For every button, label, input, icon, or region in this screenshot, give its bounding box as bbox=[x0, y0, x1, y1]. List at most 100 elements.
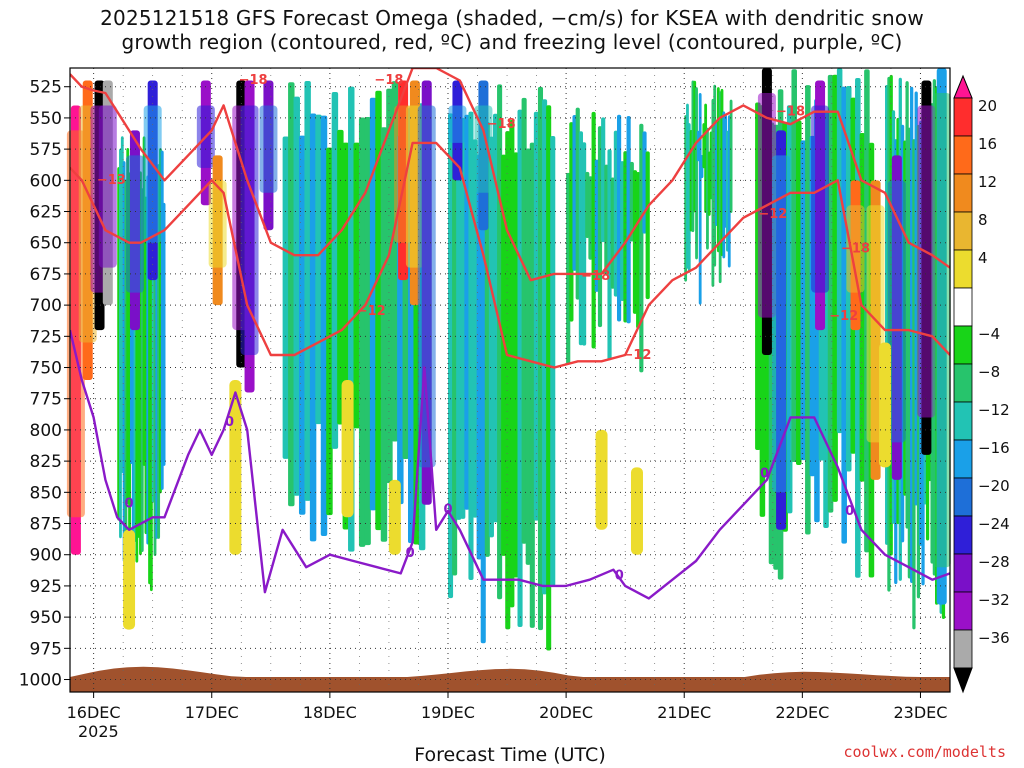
omega-cell bbox=[537, 86, 544, 631]
omega-cell bbox=[353, 142, 360, 429]
omega-cell bbox=[464, 114, 470, 510]
y-tick-label: 700 bbox=[30, 296, 62, 316]
x-tick-label: 19DEC bbox=[421, 703, 475, 722]
colorbar-segment bbox=[953, 629, 973, 669]
omega-cell bbox=[468, 111, 474, 581]
omega-cell bbox=[601, 117, 606, 243]
colorbar-bottom-arrow bbox=[953, 667, 973, 694]
omega-cell bbox=[364, 117, 371, 546]
x-tick-label: 17DEC bbox=[185, 703, 239, 722]
y-tick-label: 575 bbox=[30, 140, 62, 160]
omega-cell bbox=[309, 113, 317, 542]
y-tick-label: 725 bbox=[30, 327, 62, 347]
x-tick-label: 21DEC bbox=[657, 703, 711, 722]
omega-cell bbox=[488, 136, 494, 538]
colorbar-label: −24 bbox=[978, 515, 1010, 533]
colorbar-label: −8 bbox=[978, 363, 1000, 381]
omega-sinking-patch bbox=[388, 479, 401, 555]
x-axis-year-label: 2025 bbox=[78, 722, 119, 741]
omega-cell bbox=[607, 149, 612, 361]
omega-cell bbox=[288, 82, 295, 507]
omega-cell bbox=[529, 142, 535, 628]
omega-cell bbox=[326, 147, 333, 516]
omega-cell bbox=[521, 97, 527, 544]
omega-cell bbox=[632, 170, 638, 314]
omega-cell bbox=[320, 115, 328, 536]
credit-link[interactable]: coolwx.com/modelts bbox=[843, 743, 1006, 761]
omega-cell bbox=[791, 69, 797, 462]
omega-sinking-patch bbox=[229, 380, 242, 555]
omega-cell bbox=[358, 117, 366, 547]
omega-cell bbox=[298, 135, 306, 515]
colorbar-segment bbox=[953, 135, 973, 175]
colorbar-label: −16 bbox=[978, 439, 1010, 457]
colorbar-label: 4 bbox=[978, 249, 988, 267]
omega-sinking-patch bbox=[879, 342, 892, 468]
omega-streak-halo bbox=[932, 92, 951, 568]
omega-cell bbox=[386, 88, 393, 484]
omega-cell bbox=[293, 96, 300, 496]
omega-sinking-patch bbox=[341, 380, 354, 518]
y-tick-label: 825 bbox=[30, 452, 62, 472]
omega-cell bbox=[501, 154, 507, 556]
red-contour-label: −18 bbox=[581, 269, 610, 284]
y-tick-label: 750 bbox=[30, 359, 62, 379]
omega-cell bbox=[729, 99, 733, 213]
omega-streak-halo bbox=[811, 105, 830, 293]
colorbar-segment bbox=[953, 553, 973, 593]
omega-streak-halo bbox=[143, 105, 162, 243]
y-tick-label: 775 bbox=[30, 390, 62, 410]
colorbar-segment bbox=[953, 515, 973, 555]
omega-cell bbox=[369, 97, 377, 511]
freezing-level-contour bbox=[70, 329, 950, 600]
omega-cell bbox=[698, 92, 702, 305]
omega-cell bbox=[604, 164, 609, 275]
omega-cell bbox=[304, 81, 311, 501]
y-tick-label: 950 bbox=[30, 608, 62, 628]
omega-cell bbox=[795, 120, 802, 465]
colorbar-label: −12 bbox=[978, 401, 1010, 419]
omega-cell bbox=[331, 92, 339, 449]
red-contour-label: −12 bbox=[357, 304, 386, 319]
x-tick-label: 23DEC bbox=[893, 703, 947, 722]
omega-cell bbox=[575, 107, 580, 300]
freezing-contour-label: 0 bbox=[406, 546, 415, 561]
colorbar-label: −28 bbox=[978, 553, 1010, 571]
colorbar-label: 12 bbox=[978, 173, 997, 191]
red-contour-label: −12 bbox=[622, 348, 651, 363]
omega-cell bbox=[472, 139, 478, 518]
omega-streak-halo bbox=[917, 105, 936, 418]
omega-cell bbox=[460, 117, 466, 519]
freezing-contour-label: 0 bbox=[845, 504, 854, 519]
omega-streak-halo bbox=[125, 155, 144, 293]
omega-cell bbox=[642, 131, 647, 234]
omega-streak-halo bbox=[240, 105, 259, 356]
omega-sinking-patch bbox=[595, 429, 608, 530]
freezing-contour-label: 0 bbox=[615, 569, 624, 584]
omega-cell bbox=[497, 84, 503, 600]
y-tick-label: 1000 bbox=[19, 671, 62, 691]
omega-cell bbox=[380, 127, 388, 542]
omega-cell bbox=[533, 111, 539, 521]
omega-cell bbox=[550, 136, 556, 587]
dgz-minus18-contour bbox=[70, 68, 950, 282]
freezing-contour-label: 0 bbox=[760, 466, 769, 481]
red-contour-label: −18 bbox=[239, 73, 268, 88]
colorbar-segment bbox=[953, 401, 973, 441]
colorbar-segment bbox=[953, 363, 973, 403]
red-contour-label: −18 bbox=[776, 104, 805, 119]
omega-streak-halo bbox=[448, 105, 467, 143]
omega-cell bbox=[542, 99, 548, 595]
omega-cell bbox=[629, 161, 634, 242]
colorbar-segment bbox=[953, 97, 973, 137]
omega-sinking-patch bbox=[630, 467, 643, 555]
omega-streak-halo bbox=[772, 155, 791, 493]
y-tick-label: 925 bbox=[30, 577, 62, 597]
freezing-contour-label: 0 bbox=[443, 503, 452, 518]
x-axis-label: Forecast Time (UTC) bbox=[414, 744, 606, 766]
colorbar-top-arrow bbox=[953, 74, 973, 99]
omega-streak-halo bbox=[208, 180, 227, 268]
red-contour-label: −13 bbox=[97, 173, 126, 188]
omega-cell bbox=[375, 90, 382, 531]
omega-cell bbox=[569, 122, 574, 322]
